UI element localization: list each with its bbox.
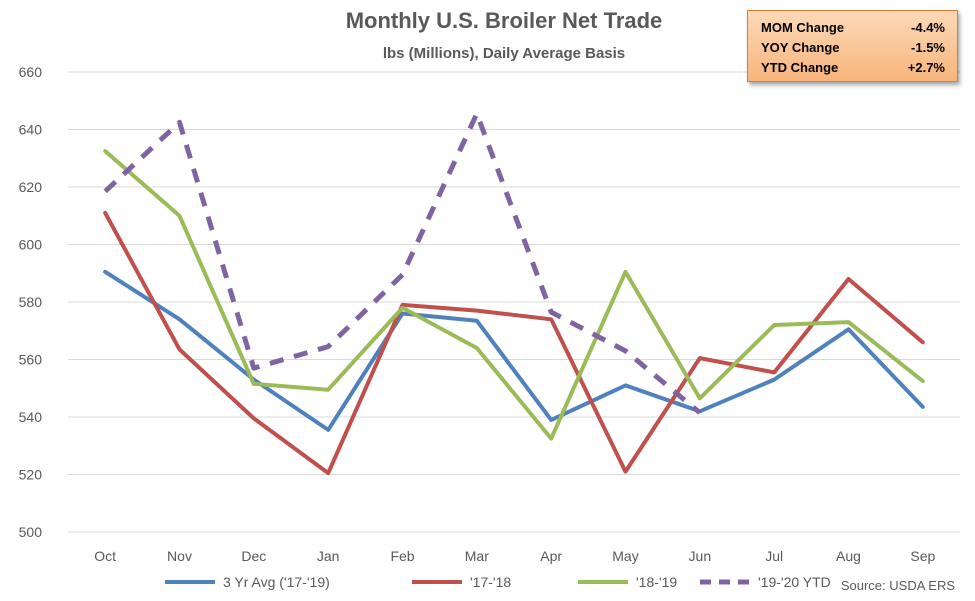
y-tick-label: 560 [19, 352, 43, 368]
x-tick-label: Feb [390, 548, 414, 564]
series-line-1 [103, 210, 925, 476]
series-lines [103, 111, 925, 476]
x-tick-label: Oct [94, 548, 116, 564]
x-tick-label: May [612, 548, 638, 564]
x-tick-label: Sep [910, 548, 935, 564]
x-tick-label: Jul [765, 548, 783, 564]
y-axis-ticks: 500 520 540 560 580 600 620 640 660 [19, 64, 43, 540]
x-tick-label: Aug [836, 548, 861, 564]
legend-label-0: 3 Yr Avg ('17-'19) [223, 574, 330, 590]
source-note: Source: USDA ERS [841, 578, 955, 593]
y-tick-label: 540 [19, 409, 43, 425]
chart-subtitle: lbs (Millions), Daily Average Basis [383, 45, 625, 62]
stat-row-ytd: YTD Change +2.7% [761, 58, 945, 78]
x-tick-label: Jun [689, 548, 712, 564]
stat-row-yoy: YOY Change -1.5% [761, 38, 945, 58]
series-line-3 [103, 111, 702, 415]
stat-value: -4.4% [911, 20, 945, 35]
series-line-0 [103, 269, 925, 432]
stat-value: +2.7% [907, 60, 945, 75]
y-tick-label: 660 [19, 64, 43, 80]
stat-label: MOM Change [761, 20, 845, 35]
y-tick-label: 500 [19, 524, 43, 540]
stat-row-mom: MOM Change -4.4% [761, 18, 945, 38]
legend-label-2: '18-'19 [636, 574, 677, 590]
x-axis-ticks: Oct Nov Dec Jan Feb Mar Apr May Jun Jul Aug Sep [94, 548, 935, 564]
stat-label: YOY Change [761, 40, 840, 55]
legend: 3 Yr Avg ('17-'19) '17-'18 '18-'19 '19-'20 … [165, 574, 831, 590]
stat-value: -1.5% [911, 40, 945, 55]
legend-label-1: '17-'18 [470, 574, 511, 590]
stat-label: YTD Change [761, 60, 839, 75]
legend-label-3: '19-'20 YTD [758, 574, 831, 590]
gridlines [68, 71, 960, 533]
x-tick-label: Dec [241, 548, 266, 564]
chart-title: Monthly U.S. Broiler Net Trade [346, 8, 663, 33]
y-tick-label: 580 [19, 294, 43, 310]
x-tick-label: Apr [540, 548, 562, 564]
y-tick-label: 620 [19, 179, 43, 195]
y-tick-label: 640 [19, 122, 43, 138]
x-tick-label: Jan [317, 548, 340, 564]
x-tick-label: Nov [167, 548, 192, 564]
y-tick-label: 520 [19, 467, 43, 483]
stats-box: MOM Change -4.4% YOY Change -1.5% YTD Ch… [747, 10, 958, 82]
series-line-2 [103, 149, 925, 441]
x-tick-label: Mar [465, 548, 489, 564]
y-tick-label: 600 [19, 237, 43, 253]
